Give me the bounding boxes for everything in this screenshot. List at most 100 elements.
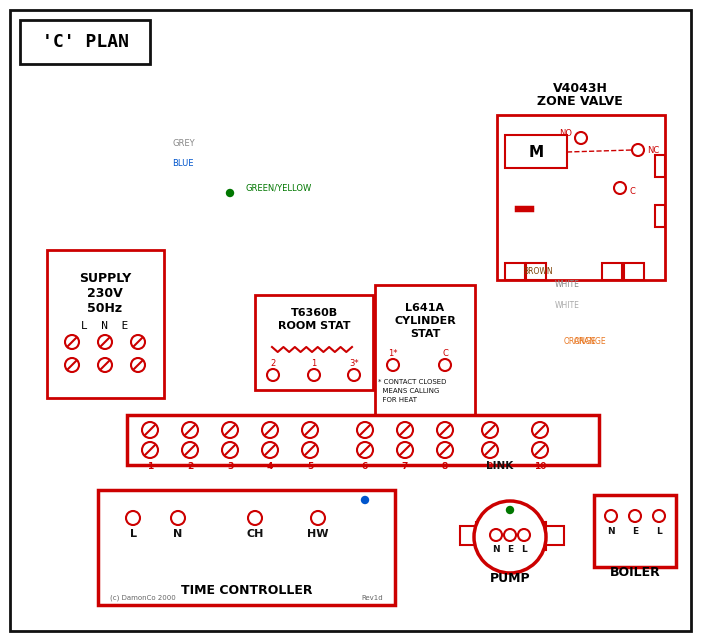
Circle shape — [126, 511, 140, 525]
Circle shape — [532, 422, 548, 438]
FancyBboxPatch shape — [255, 295, 373, 390]
Text: WHITE: WHITE — [555, 279, 580, 288]
Text: 8: 8 — [442, 462, 448, 471]
Circle shape — [357, 422, 373, 438]
Circle shape — [437, 422, 453, 438]
Text: 9: 9 — [486, 462, 494, 471]
FancyBboxPatch shape — [505, 135, 567, 168]
Text: M: M — [529, 144, 543, 160]
Text: GREEN/YELLOW: GREEN/YELLOW — [245, 183, 311, 192]
FancyBboxPatch shape — [127, 415, 599, 465]
FancyBboxPatch shape — [526, 263, 546, 280]
Text: 2: 2 — [270, 359, 276, 368]
Circle shape — [171, 511, 185, 525]
Text: T6360B: T6360B — [291, 308, 338, 318]
Circle shape — [262, 442, 278, 458]
Circle shape — [308, 369, 320, 381]
FancyBboxPatch shape — [497, 115, 665, 280]
Text: TIME CONTROLLER: TIME CONTROLLER — [181, 583, 313, 597]
Text: 6: 6 — [362, 462, 368, 471]
Text: L641A: L641A — [406, 303, 444, 313]
Circle shape — [504, 529, 516, 541]
FancyBboxPatch shape — [655, 155, 665, 177]
Circle shape — [131, 358, 145, 372]
Circle shape — [437, 442, 453, 458]
Circle shape — [482, 422, 498, 438]
Circle shape — [362, 497, 369, 503]
Circle shape — [142, 422, 158, 438]
Text: 3*: 3* — [349, 359, 359, 368]
Circle shape — [302, 422, 318, 438]
Circle shape — [532, 442, 548, 458]
Circle shape — [65, 358, 79, 372]
FancyBboxPatch shape — [10, 10, 691, 631]
FancyBboxPatch shape — [624, 263, 644, 280]
Text: V4043H: V4043H — [552, 81, 607, 94]
Circle shape — [302, 442, 318, 458]
FancyBboxPatch shape — [375, 285, 475, 415]
Text: L: L — [521, 545, 527, 554]
Text: 7: 7 — [402, 462, 408, 471]
FancyBboxPatch shape — [20, 20, 150, 64]
Text: ROOM STAT: ROOM STAT — [278, 321, 350, 331]
Text: 'C' PLAN: 'C' PLAN — [41, 33, 128, 51]
Text: 4: 4 — [267, 462, 273, 471]
Circle shape — [507, 506, 513, 513]
Text: 3: 3 — [227, 462, 233, 471]
Text: 50Hz: 50Hz — [88, 301, 123, 315]
Text: BLUE: BLUE — [172, 158, 194, 167]
Circle shape — [262, 422, 278, 438]
Circle shape — [131, 335, 145, 349]
Text: CYLINDER: CYLINDER — [394, 316, 456, 326]
Circle shape — [182, 422, 198, 438]
Circle shape — [65, 335, 79, 349]
Circle shape — [518, 529, 530, 541]
FancyBboxPatch shape — [594, 495, 676, 567]
Circle shape — [397, 422, 413, 438]
Circle shape — [248, 511, 262, 525]
Circle shape — [474, 501, 546, 573]
FancyBboxPatch shape — [98, 490, 395, 605]
Text: 2: 2 — [187, 462, 193, 471]
Circle shape — [629, 510, 641, 522]
Text: LINK: LINK — [486, 461, 514, 471]
Text: CH: CH — [246, 529, 264, 539]
Text: C: C — [629, 187, 635, 196]
Circle shape — [142, 442, 158, 458]
FancyBboxPatch shape — [460, 526, 478, 545]
FancyBboxPatch shape — [655, 205, 665, 227]
Text: L: L — [656, 527, 662, 536]
Text: 5: 5 — [307, 462, 313, 471]
Text: * CONTACT CLOSED: * CONTACT CLOSED — [378, 379, 446, 385]
Circle shape — [357, 442, 373, 458]
FancyBboxPatch shape — [602, 263, 622, 280]
Text: ORANGE: ORANGE — [574, 337, 607, 346]
Text: SUPPLY: SUPPLY — [79, 272, 131, 285]
Text: L: L — [129, 529, 136, 539]
Text: 1: 1 — [147, 462, 153, 471]
Text: NC: NC — [647, 146, 659, 154]
Text: 1*: 1* — [388, 349, 398, 358]
FancyBboxPatch shape — [505, 263, 525, 280]
Text: FOR HEAT: FOR HEAT — [378, 397, 417, 403]
Text: C: C — [442, 349, 448, 358]
Circle shape — [348, 369, 360, 381]
Circle shape — [387, 359, 399, 371]
Text: STAT: STAT — [410, 329, 440, 339]
Text: 10: 10 — [534, 462, 546, 471]
Circle shape — [222, 422, 238, 438]
Text: 230V: 230V — [87, 287, 123, 299]
Text: E: E — [632, 527, 638, 536]
Text: WHITE: WHITE — [555, 301, 580, 310]
Circle shape — [267, 369, 279, 381]
Circle shape — [98, 358, 112, 372]
Text: N: N — [492, 545, 500, 554]
Circle shape — [439, 359, 451, 371]
Text: ORANGE: ORANGE — [564, 337, 596, 346]
Circle shape — [490, 529, 502, 541]
Text: N: N — [607, 527, 615, 536]
Circle shape — [653, 510, 665, 522]
Text: MEANS CALLING: MEANS CALLING — [378, 388, 439, 394]
Circle shape — [182, 442, 198, 458]
Text: N: N — [173, 529, 183, 539]
